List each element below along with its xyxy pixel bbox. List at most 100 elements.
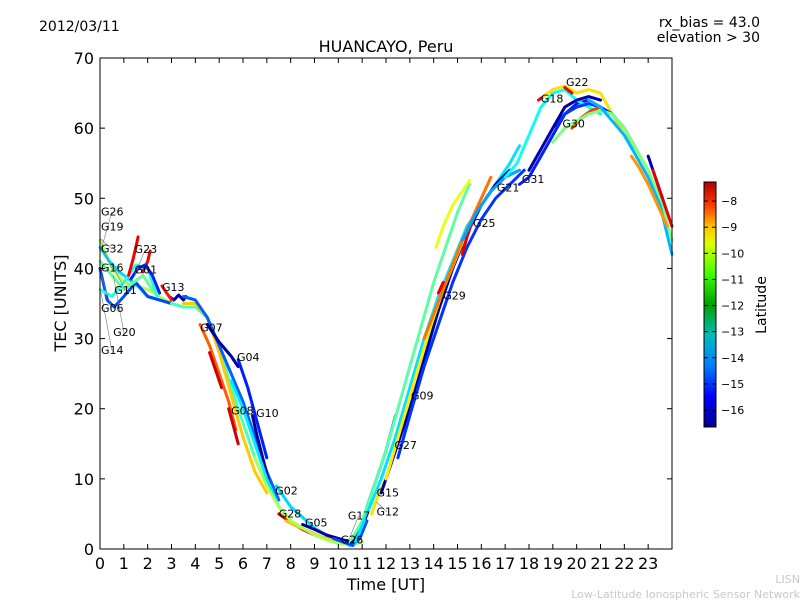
satellite-label-g18: G18 [541,92,564,105]
x-tick-label: 19 [543,554,563,573]
series-line-g17 [332,519,369,547]
colorbar-tick-label: −11 [721,273,744,286]
x-tick-label: 1 [119,554,129,573]
x-axis-label: Time [UT] [346,575,425,594]
satellite-label-g30: G30 [562,118,585,131]
satellite-label-g01: G01 [135,263,158,276]
x-tick-label: 5 [214,554,224,573]
series-line-g30c [527,95,602,172]
series-line-g07b [198,323,238,432]
y-tick-label: 40 [74,259,94,278]
y-tick-label: 10 [74,470,94,489]
colorbar-tick-label: −8 [721,195,737,208]
series-line-g21d [630,154,669,228]
satellite-label-g26: G26 [341,533,364,546]
credit-network: Low-Latitude Ionospheric Sensor Network [571,588,800,600]
x-tick-label: 15 [447,554,467,573]
label-leader [100,212,113,251]
series-line-g06 [98,259,154,291]
colorbar-tick-label: −15 [721,378,744,391]
series-line-g04b [205,323,240,369]
label-leader [100,238,113,250]
series-line-g31 [518,98,602,186]
x-tick-label: 6 [238,554,248,573]
satellite-label-g23: G23 [135,243,158,256]
satellite-label-g04: G04 [237,351,260,364]
x-tick-label: 23 [638,554,658,573]
series-line-g26 [253,456,364,547]
satellite-label-g11: G11 [114,284,137,297]
satellite-label-g25: G25 [473,217,496,230]
elevation-label: elevation > 30 [657,30,760,46]
satellite-labels: G19 G32 G16 G26 G11 G06 G20 G01 G23 G14 G13 G07 G04 G… [101,76,588,546]
label-leader [376,501,388,513]
series-line-g09e [396,168,526,460]
label-leader [100,274,113,309]
series-line-g16 [98,266,173,309]
satellite-label-g20: G20 [113,326,136,339]
series-line-g29 [422,175,493,341]
satellite-label-g19: G19 [101,221,124,234]
y-tick-label: 0 [84,540,94,559]
satellite-label-g21: G21 [497,181,520,194]
x-axis: 0 1 2 3 4 5 6 7 8 9 10 11 12 13 14 15 16 17 18 19 20 21 22 23 [95,58,658,573]
tec-curves [98,84,674,547]
series-line-g05 [301,523,352,544]
series-line-g22b [563,86,574,95]
x-tick-label: 8 [286,554,296,573]
series-line-g21f [651,168,674,228]
satellite-label-g28: G28 [279,508,302,521]
label-leader [100,292,113,351]
x-tick-label: 4 [190,554,200,573]
x-tick-label: 18 [519,554,539,573]
x-tick-label: 14 [423,554,443,573]
colorbar-tick-label: −9 [721,221,737,234]
colorbar-label: Latitude [754,276,770,334]
satellite-label-g05: G05 [305,517,328,530]
x-tick-label: 7 [262,554,272,573]
colorbar-ticks: −8 −9 −10 −11 −12 −13 −14 −15 −16 [704,195,744,417]
satellite-label-g06: G06 [101,302,124,315]
satellite-label-g08: G08 [231,404,254,417]
chart-title: HUANCAYO, Peru [319,37,454,56]
x-tick-label: 13 [400,554,420,573]
satellite-label-g32: G32 [101,242,124,255]
satellite-label-g12: G12 [376,506,399,519]
colorbar-tick-label: −13 [721,326,744,339]
x-tick-label: 2 [143,554,153,573]
label-leader [112,274,125,333]
x-tick-label: 17 [495,554,515,573]
label-leader [100,245,113,269]
y-axis-label: TEC [UNITS] [51,255,70,353]
satellite-label-g17: G17 [348,509,371,522]
satellite-label-g22: G22 [566,76,589,89]
series-line-g07 [181,302,269,495]
series-line-g29b [436,281,445,295]
label-leader-lines [100,212,388,543]
x-tick-label: 16 [471,554,491,573]
colorbar-tick-label: −12 [721,300,744,313]
rx-bias-label: rx_bias = 43.0 [659,15,760,31]
x-tick-label: 22 [614,554,634,573]
series-line-g01 [141,249,152,274]
series-line-g21c [587,98,674,256]
series-line-g09b [353,144,521,545]
x-tick-label: 0 [95,554,105,573]
series-line-g09a [348,182,471,544]
y-tick-label: 70 [74,49,94,68]
label-leader [347,515,359,543]
y-axis: 0 10 20 30 40 50 60 70 [74,49,672,559]
series-line-g13b [160,284,173,302]
series-line-g04c [236,358,269,460]
y-tick-label: 50 [74,189,94,208]
colorbar [703,181,717,428]
satellite-label-g29: G29 [443,289,466,302]
series-line-g25b [434,179,471,249]
x-tick-label: 10 [328,554,348,573]
series-line-g21b [551,109,674,242]
y-tick-label: 60 [74,119,94,138]
x-tick-label: 12 [376,554,396,573]
x-tick-label: 9 [309,554,319,573]
y-tick-label: 30 [74,330,94,349]
